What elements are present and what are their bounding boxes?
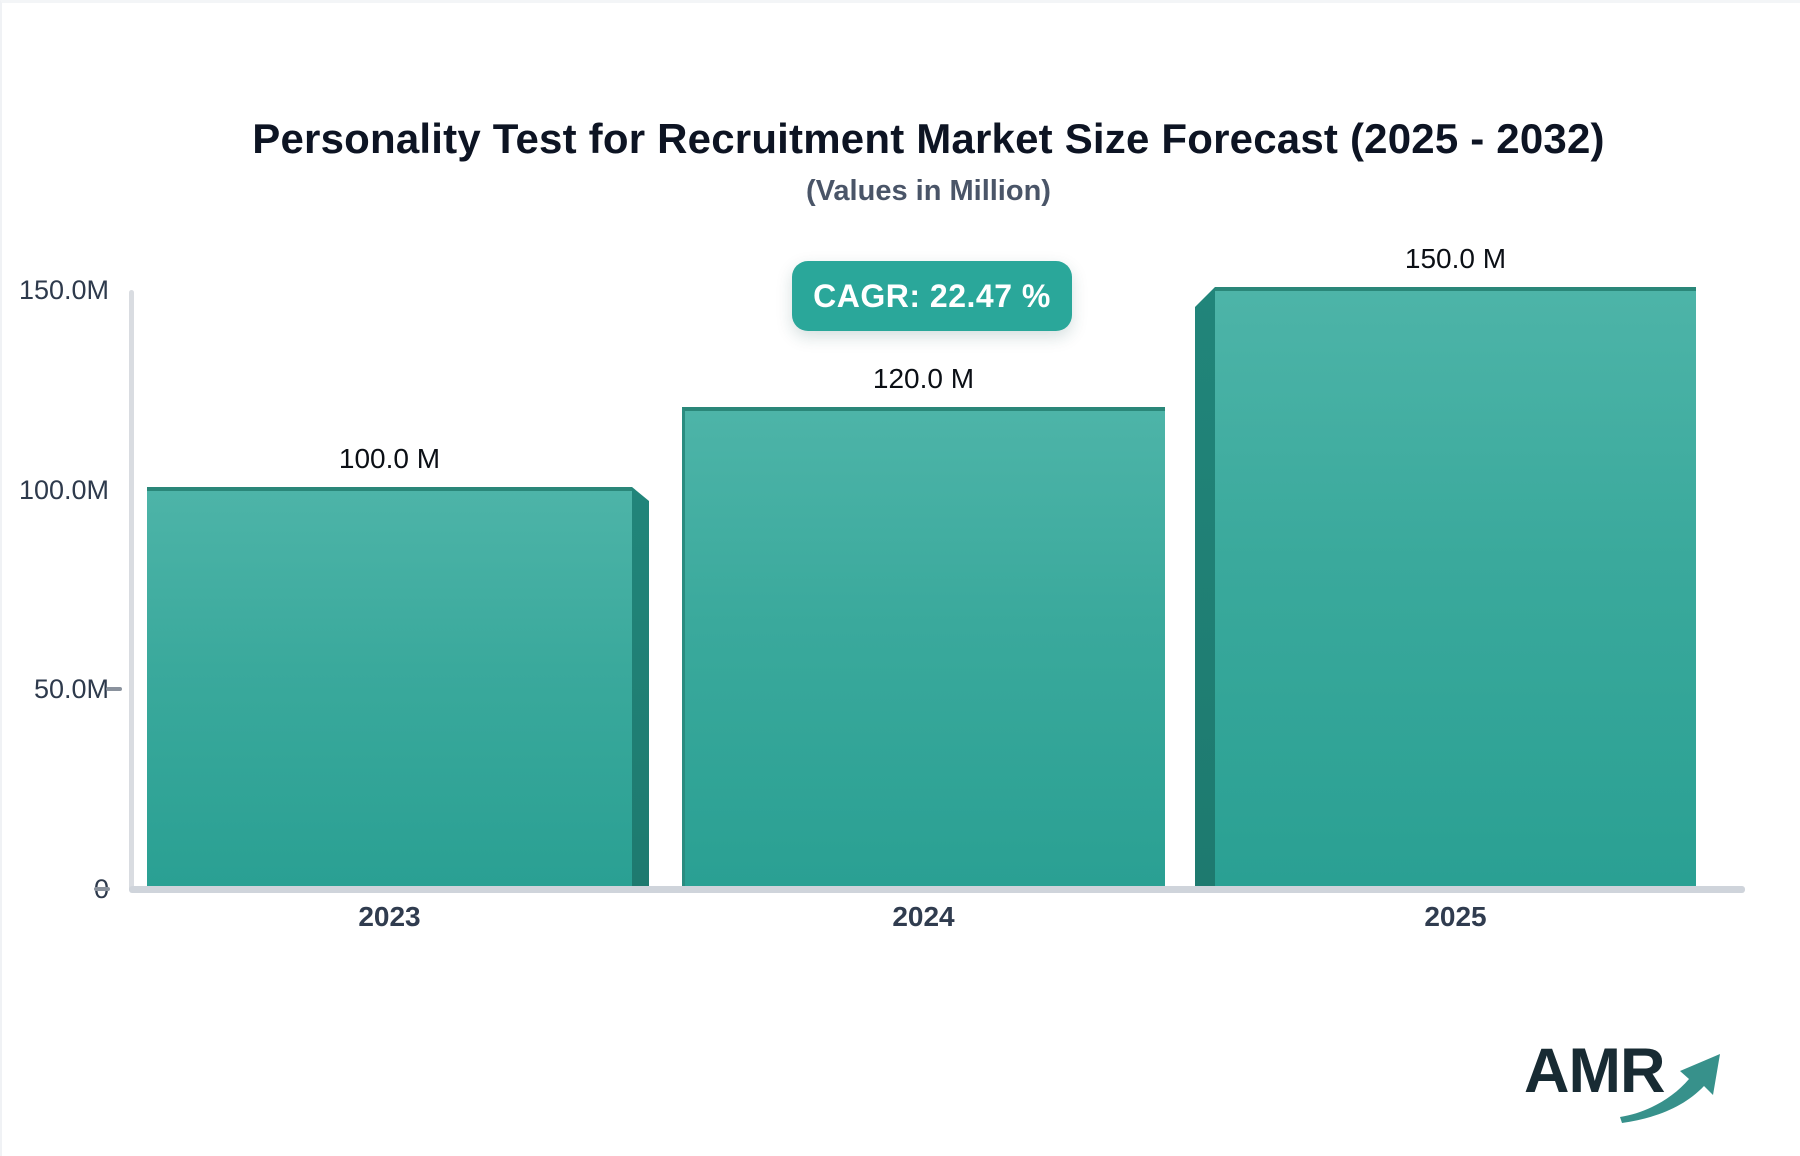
x-label-2025: 2025 [1424, 901, 1487, 932]
y-tick-label-50m: 50.0M [33, 674, 109, 704]
cagr-badge: CAGR: 22.47 % [792, 261, 1072, 331]
chart-title: Personality Test for Recruitment Market … [252, 115, 1605, 162]
bar-2023-side [632, 487, 649, 886]
y-tick-mark-0 [94, 887, 110, 891]
y-tick-label-150m: 150.0M [18, 275, 109, 305]
x-label-2024: 2024 [892, 901, 955, 932]
y-axis-line [129, 290, 134, 891]
bar-value-label-2023: 100.0 M [338, 443, 441, 474]
amr-logo-text: AMR [1524, 1036, 1665, 1106]
bar-2025-side [1195, 287, 1215, 886]
x-label-2023: 2023 [358, 901, 421, 932]
bar-2024 [682, 407, 1165, 886]
trend-up-arrow-icon [1620, 1054, 1720, 1123]
bar-2025 [1215, 287, 1696, 886]
bar-2023 [147, 487, 632, 886]
x-axis-baseline [129, 886, 1745, 893]
cagr-badge-label: CAGR: 22.47 % [813, 277, 1051, 314]
bar-value-label-2024: 120.0 M [872, 363, 975, 394]
y-tick-label-0: 0 [2, 872, 109, 906]
y-tick-mark-50m [106, 687, 122, 691]
chart-subtitle: (Values in Million) [806, 175, 1051, 207]
amr-logo: AMR [1524, 1025, 1734, 1125]
bar-value-label-2025: 150.0 M [1404, 243, 1507, 274]
y-tick-label-100m: 100.0M [18, 475, 109, 505]
